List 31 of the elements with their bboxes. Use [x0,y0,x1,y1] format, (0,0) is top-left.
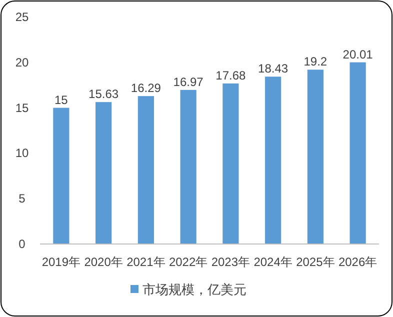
y-tick-label: 15 [15,100,29,115]
bar [96,102,112,244]
data-label: 16.97 [173,74,204,89]
x-tick-label: 2025年 [296,255,335,269]
bar [180,90,196,244]
x-tick-label: 2023年 [211,255,250,269]
bar [222,83,239,244]
y-tick-label: 5 [18,192,26,206]
bar [53,108,70,244]
y-tick-label: 20 [15,55,29,70]
bar [265,76,282,244]
data-label: 15.63 [88,87,119,102]
data-label: 16.29 [130,81,162,96]
bar [138,96,154,244]
y-tick-label: 25 [15,10,29,24]
y-tick-label: 10 [15,146,29,160]
x-tick-label: 2021年 [126,255,166,269]
x-tick-label: 2020年 [84,255,123,269]
x-tick-label: 2026年 [338,255,378,269]
x-tick-label: 2022年 [168,255,208,269]
y-tick-label: 0 [18,237,26,251]
bar [307,70,324,244]
x-tick-label: 2019年 [42,255,81,269]
legend-label: 市场规模，亿美元 [142,282,246,297]
data-label: 18.43 [258,62,288,76]
data-label: 19.2 [304,54,328,69]
data-label: 15 [54,92,68,107]
data-label: 17.68 [216,68,246,82]
x-tick-label: 2024年 [254,255,292,269]
data-label: 20.01 [342,47,374,62]
bar [350,62,366,244]
